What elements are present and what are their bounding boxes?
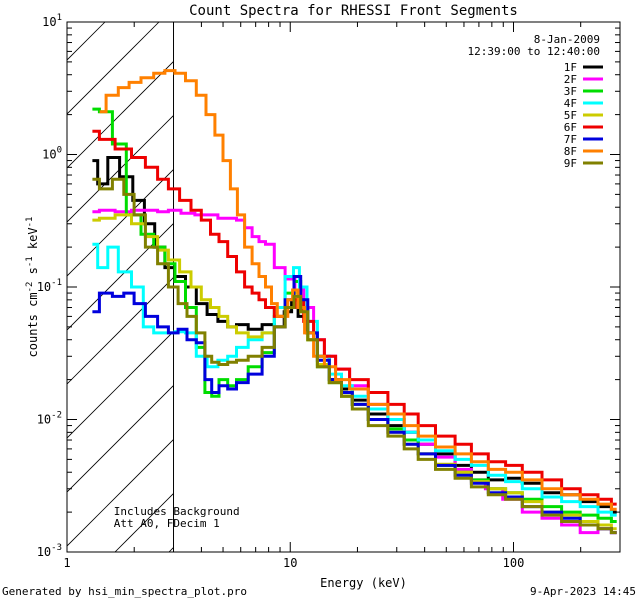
y-tick-label: 10-1 [37,278,62,294]
legend-label-1f: 1F [564,61,577,74]
y-tick-base: 10 [42,148,56,162]
y-ticks [67,21,620,553]
y-axis-label-exponent: -1 [25,217,35,228]
hatch-line [67,60,174,169]
y-axis-label-text: keV [26,227,40,256]
annotation-text: Att A0, FDecim 1 [114,517,220,530]
hatch-line [67,438,174,547]
header-date: 8-Jan-2009 [534,33,600,46]
legend-label-4f: 4F [564,97,577,110]
x-ticks [66,22,621,552]
hatch-line [67,222,174,331]
series-line-7f [92,275,617,535]
y-axis-label-exponent: -2 [25,282,35,293]
y-tick-exponent: 1 [57,13,62,23]
y-axis-label-text: s [26,267,40,281]
y-axis-label: counts cm-2 s-1 keV-1 [25,217,40,358]
series-line-6f [92,129,617,506]
chart-title: Count Spectra for RHESSI Front Segments [189,3,518,19]
y-tick-exponent: 0 [57,146,62,156]
y-tick-exponent: -2 [51,411,62,421]
generation-date-label: 9-Apr-2023 14:45 [530,585,636,598]
x-axis-label: Energy (keV) [320,576,407,590]
y-tick-base: 10 [37,413,51,427]
legend-label-2f: 2F [564,73,577,86]
y-tick-base: 10 [37,280,51,294]
y-tick-label: 100 [42,146,62,162]
y-tick-exponent: -1 [51,278,62,288]
legend-label-9f: 9F [564,157,577,170]
hatch-line [67,384,174,493]
hatch-line [67,22,160,115]
y-tick-label: 10-3 [37,543,62,559]
legend-label-8f: 8F [564,145,577,158]
y-tick-exponent: -3 [51,543,62,553]
header-time-range: 12:39:00 to 12:40:00 [468,45,600,58]
x-tick-label: 100 [503,556,525,570]
y-tick-label: 10-2 [37,411,62,427]
y-axis-label-text: counts cm [26,292,40,357]
legend-label-7f: 7F [564,133,577,146]
legend-label-6f: 6F [564,121,577,134]
generated-by-label: Generated by hsi_min_spectra_plot.pro [2,585,248,598]
legend-label-3f: 3F [564,85,577,98]
y-tick-base: 10 [42,15,56,29]
series-line-9f [92,177,617,535]
y-axis-label-exponent: -1 [25,256,35,267]
hatch-line [67,276,174,385]
y-tick-base: 10 [37,545,51,559]
legend-label-5f: 5F [564,109,577,122]
x-tick-label: 1 [63,556,70,570]
annotation-text: Includes Background [114,505,240,518]
series-line-3f [92,107,617,523]
shaded-region-hatch [67,22,174,552]
x-tick-label: 10 [283,556,297,570]
series-line-5f [92,213,617,531]
y-tick-label: 101 [42,13,62,29]
